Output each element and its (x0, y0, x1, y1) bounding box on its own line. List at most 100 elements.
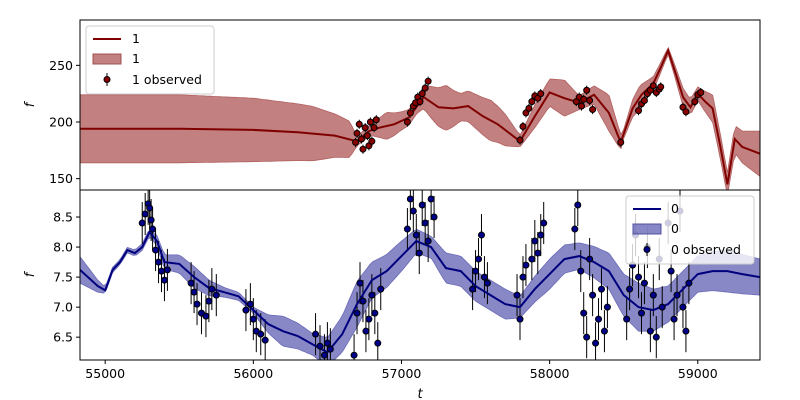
bottom-y-tick-label: 8.0 (53, 240, 73, 255)
bottom-observed-point (652, 333, 660, 341)
bottom-observed-point (586, 255, 594, 263)
bottom-observed-point (637, 309, 645, 317)
bottom-observed-point (149, 225, 157, 233)
bottom-observed-point (673, 291, 681, 299)
bottom-observed-point (679, 303, 687, 311)
top-observed-point (580, 95, 588, 103)
top-observed-point (363, 132, 371, 140)
top-legend-marker-swatch (103, 76, 111, 83)
top-y-axis-label: f (23, 100, 38, 107)
bottom-observed-point (371, 309, 379, 317)
top-observed-point (657, 83, 665, 91)
bottom-observed-point (475, 255, 483, 263)
bottom-observed-point (242, 306, 250, 314)
bottom-observed-point (418, 201, 426, 209)
top-observed-point (586, 96, 594, 104)
top-observed-point (617, 138, 625, 146)
x-tick-label: 55000 (85, 366, 125, 381)
bottom-observed-point (469, 285, 477, 293)
bottom-y-tick-label: 7.5 (53, 270, 73, 285)
bottom-observed-point (359, 297, 367, 305)
bottom-observed-point (187, 279, 195, 287)
bottom-observed-point (261, 336, 269, 344)
bottom-observed-point (146, 204, 154, 212)
bottom-plot-area (80, 190, 760, 360)
bottom-legend: 0 0 0 observed (625, 195, 755, 265)
bottom-observed-point (356, 279, 364, 287)
top-observed-point (370, 124, 378, 132)
bottom-observed-point (595, 315, 603, 323)
bottom-observed-point (477, 231, 485, 239)
bottom-observed-point (412, 231, 420, 239)
top-observed-point (424, 77, 432, 85)
bottom-y-axis: 6.5 7.0 7.5 8.0 8.5 (53, 210, 80, 345)
bottom-observed-point (368, 291, 376, 299)
bottom-observed-point (480, 273, 488, 281)
top-legend-band-swatch (92, 53, 122, 65)
top-observed-point (372, 116, 380, 124)
bottom-y-axis-label: f (23, 270, 38, 277)
top-observed-point (403, 118, 411, 126)
bottom-observed-point (212, 291, 220, 299)
bottom-observed-point (583, 333, 591, 341)
top-plot-area (80, 46, 760, 190)
bottom-observed-point (362, 327, 370, 335)
bottom-observed-point (592, 339, 600, 347)
bottom-observed-point (326, 345, 334, 353)
top-observed-point (589, 106, 597, 114)
top-observed-point (353, 129, 361, 137)
top-observed-point (406, 109, 414, 117)
bottom-observed-point (406, 195, 414, 203)
top-observed-point (352, 138, 360, 146)
top-observed-point (697, 89, 705, 97)
bottom-panel: 6.5 7.0 7.5 8.0 8.5 55000 56000 57000 58000 5900… (23, 189, 761, 400)
bottom-observed-point (138, 219, 146, 227)
bottom-observed-point (682, 327, 690, 335)
bottom-observed-point (640, 279, 648, 287)
bottom-observed-point (516, 315, 524, 323)
bottom-observed-point (316, 342, 324, 350)
bottom-observed-point (365, 315, 373, 323)
bottom-observed-point (649, 291, 657, 299)
top-panel: 150 200 250 f 1 1 1 observed (23, 19, 761, 191)
bottom-observed-point (202, 312, 210, 320)
top-observed-point (361, 124, 369, 132)
top-legend-label-observed: 1 observed (132, 72, 202, 87)
bottom-observed-point (519, 273, 527, 281)
bottom-legend-label-line: 0 (671, 201, 679, 216)
top-observed-point (355, 120, 363, 128)
top-observed-point (357, 135, 365, 143)
top-observed-point (421, 84, 429, 92)
bottom-observed-point (246, 300, 254, 308)
bottom-observed-point (540, 219, 548, 227)
bottom-observed-point (323, 339, 331, 347)
x-tick-label: 56000 (233, 366, 273, 381)
bottom-observed-point (580, 309, 588, 317)
bottom-observed-point (574, 201, 582, 209)
bottom-observed-point (685, 279, 693, 287)
bottom-observed-point (670, 315, 678, 323)
top-observed-point (416, 98, 424, 106)
top-legend-label-line: 1 (132, 31, 140, 46)
top-observed-point (640, 96, 648, 104)
top-y-tick-label: 200 (49, 115, 73, 130)
bottom-observed-point (531, 237, 539, 245)
bottom-observed-point (377, 285, 385, 293)
bottom-observed-point (603, 303, 611, 311)
x-tick-label: 57000 (382, 366, 422, 381)
top-observed-point (635, 107, 643, 115)
bottom-observed-point (249, 315, 257, 323)
bottom-observed-point (208, 285, 216, 293)
bottom-x-axis: 55000 56000 57000 58000 59000 (85, 360, 718, 381)
bottom-observed-point (635, 273, 643, 281)
bottom-observed-point (534, 249, 542, 257)
top-observed-point (682, 108, 690, 116)
bottom-observed-point (421, 219, 429, 227)
bottom-observed-point (571, 225, 579, 233)
bottom-observed-point (205, 297, 213, 305)
top-observed-point (577, 102, 585, 110)
bottom-legend-box (625, 195, 755, 265)
bottom-observed-point (350, 351, 358, 359)
top-legend: 1 1 1 observed (85, 25, 215, 95)
top-legend-box (85, 25, 215, 95)
